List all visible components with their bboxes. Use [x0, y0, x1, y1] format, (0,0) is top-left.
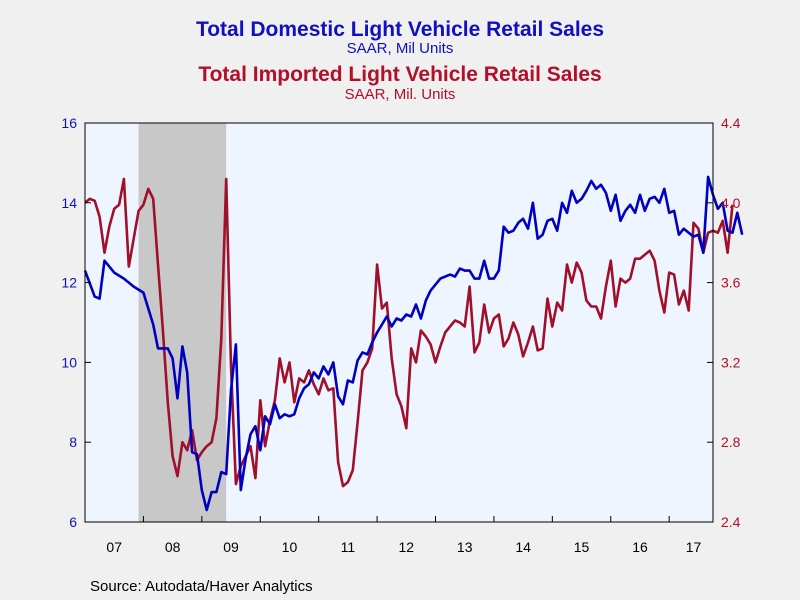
- y-left-tick-label: 6: [69, 514, 77, 530]
- x-tick-label: 10: [282, 539, 298, 555]
- y-right-tick-label: 4.0: [721, 195, 741, 211]
- y-right-tick-label: 2.4: [721, 514, 741, 530]
- x-tick-label: 09: [223, 539, 239, 555]
- series-line-domestic: [83, 175, 744, 512]
- x-tick-label: 17: [686, 539, 702, 555]
- y-left-tick-label: 16: [61, 115, 77, 131]
- chart-title-imported: Total Imported Light Vehicle Retail Sale…: [198, 63, 602, 86]
- y-left-tick-label: 12: [61, 275, 77, 291]
- chart-subtitle-domestic: SAAR, Mil Units: [346, 40, 454, 57]
- y-right-tick-label: 3.6: [721, 275, 741, 291]
- x-tick-label: 11: [341, 539, 356, 555]
- x-tick-label: 16: [632, 539, 648, 555]
- x-tick-label: 12: [399, 539, 415, 555]
- x-tick-label: 13: [457, 539, 473, 555]
- y-left-tick-label: 8: [69, 434, 77, 450]
- x-tick-label: 15: [574, 539, 590, 555]
- chart-subtitle-imported: SAAR, Mil. Units: [344, 86, 456, 103]
- y-left-tick-label: 14: [61, 195, 77, 211]
- y-right-tick-label: 2.8: [721, 434, 741, 450]
- series-line-imported: [84, 177, 734, 488]
- x-tick-label: 08: [165, 539, 181, 555]
- x-tick-label: 14: [515, 539, 531, 555]
- y-left-tick-label: 10: [61, 354, 77, 370]
- source-note: Source: Autodata/Haver Analytics: [90, 578, 313, 595]
- y-right-tick-label: 4.4: [721, 115, 741, 131]
- chart-title-domestic: Total Domestic Light Vehicle Retail Sale…: [195, 18, 605, 41]
- y-right-tick-label: 3.2: [721, 354, 741, 370]
- x-tick-label: 07: [106, 539, 122, 555]
- plot-frame: [84, 122, 714, 523]
